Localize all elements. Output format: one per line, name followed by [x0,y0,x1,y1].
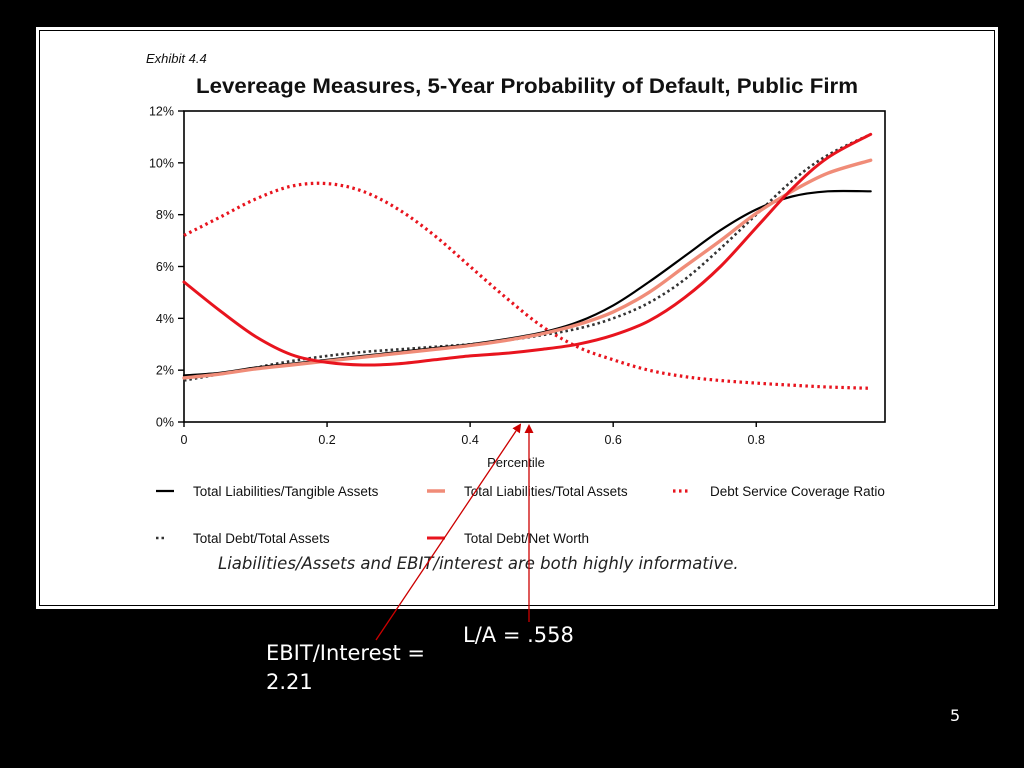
ebit-interest-line1: EBIT/Interest = [266,641,425,665]
chart: Exhibit 4.4 Levereage Measures, 5-Year P… [146,51,886,573]
x-tick-label: 0.4 [461,433,478,447]
legend-label: Total Liabilities/Total Assets [464,484,628,499]
x-tick-label: 0.2 [318,433,335,447]
plot-frame [183,110,886,423]
x-tick-label: 0 [181,433,188,447]
slide-number: 5 [950,706,961,725]
y-tick-label: 0% [156,416,174,430]
legend-label: Total Debt/Total Assets [193,531,330,546]
chart-caption: Liabilities/Assets and EBIT/interest are… [218,554,739,573]
exhibit-label: Exhibit 4.4 [146,51,207,66]
series-line-dotted-thick [183,181,871,390]
legend-label: Debt Service Coverage Ratio [710,484,885,499]
series-line-solid-thick [182,158,873,380]
chart-panel: Exhibit 4.4 Levereage Measures, 5-Year P… [36,27,998,609]
x-tick-label: 0.8 [748,433,765,447]
ebit-interest-note: EBIT/Interest = 2.21 [266,639,456,697]
ebit-interest-line2: 2.21 [266,670,313,694]
legend-label: Total Liabilities/Tangible Assets [193,484,379,499]
series-line-solid-red [182,132,873,367]
chart-title: Levereage Measures, 5-Year Probability o… [196,75,858,98]
y-tick-label: 4% [156,312,174,326]
x-axis-label: Percentile [487,455,545,470]
la-note: L/A = .558 [463,623,574,647]
legend: Total Liabilities/Tangible Assets Total L… [156,484,885,546]
axes: 0% 2% 4% 6% 8% 10% 12% 0 0.2 0.4 0.6 0.8 [149,105,886,447]
y-tick-label: 12% [149,105,174,119]
x-tick-label: 0.6 [604,433,621,447]
series-line-dotted-thin [183,133,872,382]
y-tick-label: 8% [156,208,174,222]
y-tick-label: 2% [156,364,174,378]
y-tick-label: 10% [149,156,174,170]
series-line-solid-thin [182,189,872,377]
legend-label: Total Debt/Net Worth [464,531,589,546]
series-group [182,132,873,390]
y-tick-label: 6% [156,260,174,274]
